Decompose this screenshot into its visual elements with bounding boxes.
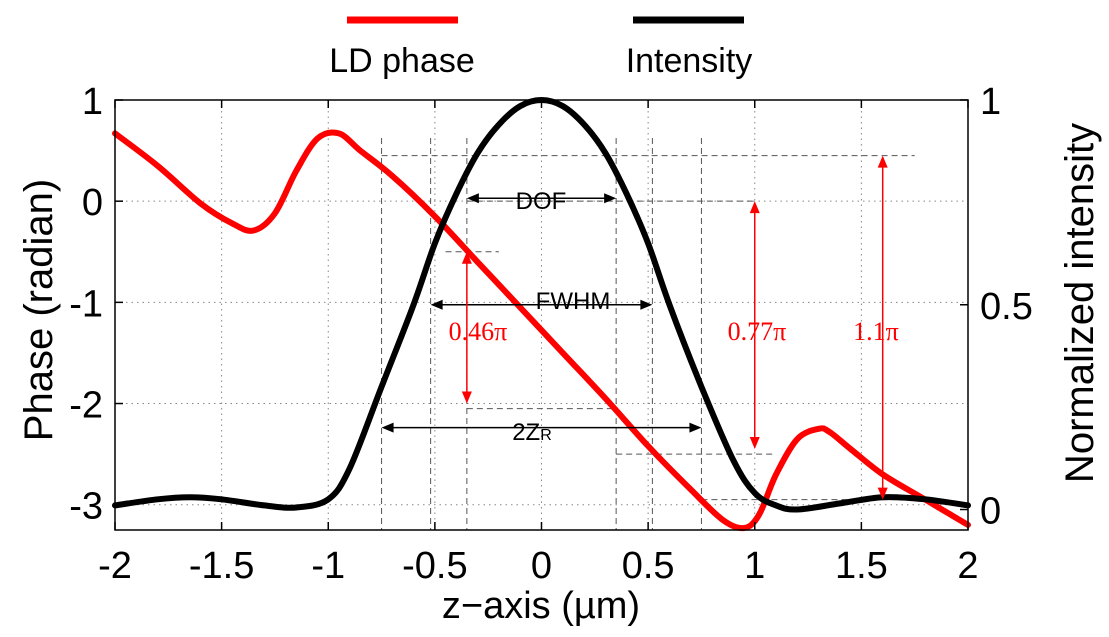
annotation-arrows <box>381 155 888 500</box>
phase-diff-arrow-046 <box>461 251 472 404</box>
y-right-tick-label: 0.5 <box>980 286 1033 328</box>
phase-diff-label-11: 1.1π <box>853 317 899 346</box>
x-axis-ticks: -2 -1.5 -1 -0.5 0 0.5 1 1.5 2 <box>98 100 979 587</box>
y-right-tick-label: 0 <box>980 491 1001 533</box>
dof-label: DOF <box>516 188 567 215</box>
y-left-tick-label: 0 <box>82 182 103 224</box>
x-tick-label: -1 <box>311 545 345 587</box>
x-axis-label: z−axis (µm) <box>442 585 640 627</box>
x-tick-label: 1.5 <box>835 545 888 587</box>
y-axis-left-label: Phase (radian) <box>17 179 61 441</box>
zr-label-subscript: R <box>540 427 552 444</box>
y-left-tick-label: 1 <box>82 81 103 123</box>
grid <box>115 100 968 530</box>
phase-diff-arrow-11 <box>877 155 888 500</box>
series-line-ld-phase <box>112 129 971 532</box>
legend: LD phase Intensity <box>329 16 753 80</box>
y-left-tick-label: -1 <box>69 283 103 325</box>
zr-label-main: 2Z <box>512 419 540 446</box>
x-tick-label: 2 <box>957 545 978 587</box>
x-tick-label: 0.5 <box>622 545 675 587</box>
zr-label: 2ZR <box>512 419 552 446</box>
y-right-tick-label: 1 <box>980 81 1001 123</box>
y-axis-right-label: Normalized intensity <box>1058 123 1102 483</box>
phase-diff-label-077: 0.77π <box>728 317 787 346</box>
x-tick-label: 0 <box>531 545 552 587</box>
x-tick-label: -2 <box>98 545 132 587</box>
y-left-tick-label: -3 <box>69 486 103 528</box>
zr-arrow <box>381 422 702 433</box>
y-axis-right-ticks: 10.50 <box>960 81 1033 533</box>
x-tick-label: -0.5 <box>402 545 467 587</box>
y-left-tick-label: -2 <box>69 385 103 427</box>
legend-label-ld-phase: LD phase <box>329 42 475 80</box>
phase-diff-label-046: 0.46π <box>449 317 508 346</box>
phase-diff-arrow-077 <box>749 201 760 450</box>
fwhm-arrow <box>430 299 653 310</box>
dof-arrow <box>466 193 617 204</box>
y-axis-left-ticks: 1 0 -1 -2 -3 <box>69 81 123 528</box>
legend-label-intensity: Intensity <box>626 42 753 80</box>
fwhm-label: FWHM <box>536 288 611 315</box>
x-tick-label: 1 <box>744 545 765 587</box>
x-tick-label: -1.5 <box>189 545 254 587</box>
